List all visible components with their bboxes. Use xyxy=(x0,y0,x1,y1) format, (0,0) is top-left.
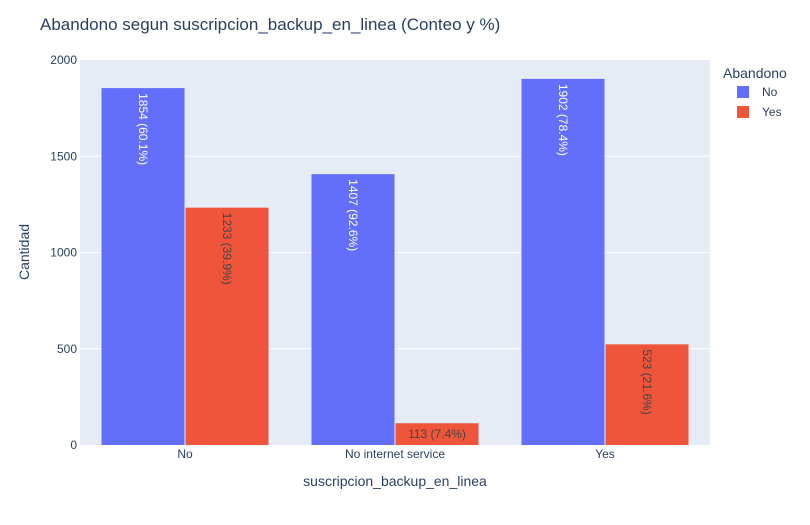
legend-item-yes[interactable]: Yes xyxy=(737,105,782,119)
legend[interactable]: Abandono No Yes xyxy=(723,65,787,119)
legend-title: Abandono xyxy=(723,65,787,81)
bar-labels: 1854 (60.1%) 1233 (39.9%) 1407 (92.6%) 113 … xyxy=(136,84,654,441)
bar-no-2[interactable] xyxy=(521,78,605,446)
y-tick-label: 1500 xyxy=(50,149,77,163)
bar-yes-1[interactable] xyxy=(395,423,479,445)
legend-item-no[interactable]: No xyxy=(737,85,778,99)
x-tick-label: No xyxy=(177,447,193,461)
bar-value-label: 523 (21.6%) xyxy=(640,349,654,414)
bar-value-label: 113 (7.4%) xyxy=(408,427,466,441)
x-axis-ticks: No No internet service Yes xyxy=(177,447,614,461)
legend-label: Yes xyxy=(762,105,782,119)
legend-swatch xyxy=(737,106,749,118)
bars xyxy=(101,78,689,446)
bar-value-label: 1854 (60.1%) xyxy=(136,93,150,165)
bar-value-label: 1902 (78.4%) xyxy=(556,84,570,156)
y-tick-label: 1000 xyxy=(50,246,77,260)
x-tick-label: No internet service xyxy=(345,447,445,461)
y-tick-label: 500 xyxy=(57,342,77,356)
y-tick-label: 0 xyxy=(70,438,77,452)
x-axis-title: suscripcion_backup_en_linea xyxy=(303,473,487,489)
x-tick-label: Yes xyxy=(595,447,615,461)
bar-yes-2[interactable] xyxy=(605,344,689,445)
bar-yes-0[interactable] xyxy=(185,207,269,445)
gridlines xyxy=(80,155,710,350)
chart-title: Abandono segun suscripcion_backup_en_lin… xyxy=(40,15,500,34)
bar-no-0[interactable] xyxy=(101,88,185,445)
y-tick-label: 2000 xyxy=(50,53,77,67)
bar-value-label: 1233 (39.9%) xyxy=(220,213,234,285)
bar-no-1[interactable] xyxy=(311,174,395,445)
legend-label: No xyxy=(762,85,778,99)
y-axis-ticks: 0 500 1000 1500 2000 xyxy=(50,53,77,452)
bar-value-label: 1407 (92.6%) xyxy=(346,179,360,251)
y-axis-title: Cantidad xyxy=(16,224,32,280)
legend-swatch xyxy=(737,86,749,98)
